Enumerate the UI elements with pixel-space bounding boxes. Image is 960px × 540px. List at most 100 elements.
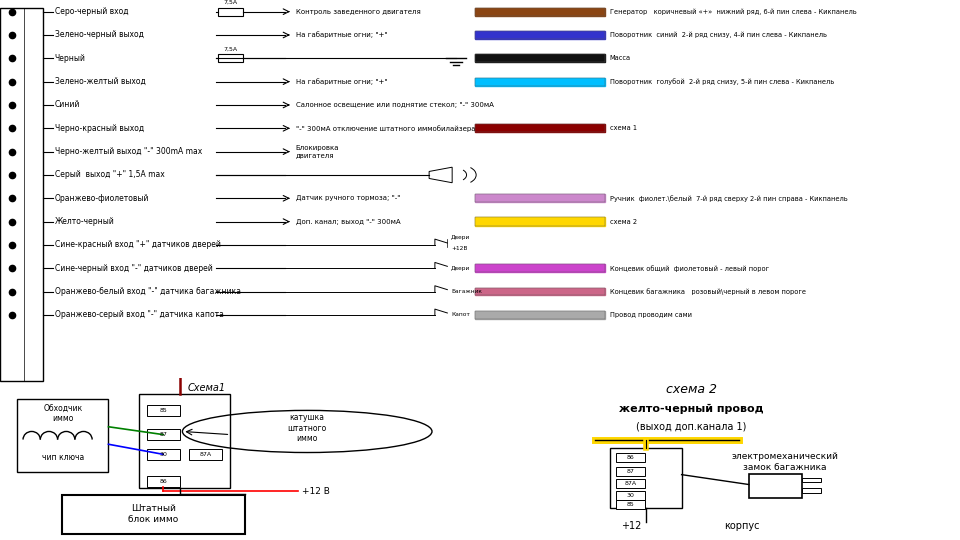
Text: схема 2: схема 2 bbox=[610, 219, 636, 225]
Bar bbox=[616, 479, 645, 488]
Bar bbox=[0, 8, 43, 381]
Bar bbox=[475, 55, 605, 62]
Text: Оранжево-белый вход "-" датчика багажника: Оранжево-белый вход "-" датчика багажник… bbox=[55, 287, 241, 296]
Text: Синий: Синий bbox=[55, 100, 80, 110]
Bar bbox=[17, 399, 108, 472]
Text: Черно-красный выход: Черно-красный выход bbox=[55, 124, 144, 133]
Text: Контроль заведенного двигателя: Контроль заведенного двигателя bbox=[296, 9, 420, 15]
Bar bbox=[475, 124, 605, 132]
Bar bbox=[802, 488, 821, 493]
Text: Датчик ручного тормоза; "-": Датчик ручного тормоза; "-" bbox=[296, 195, 400, 201]
Text: Двери: Двери bbox=[451, 266, 470, 271]
Bar bbox=[475, 124, 605, 132]
Bar bbox=[749, 474, 802, 498]
Text: Серый  выход "+" 1,5А max: Серый выход "+" 1,5А max bbox=[55, 171, 164, 179]
Text: 85: 85 bbox=[159, 408, 167, 413]
Text: схема 2: схема 2 bbox=[665, 383, 717, 396]
Text: Концевик общий  фиолетовый - левый порог: Концевик общий фиолетовый - левый порог bbox=[610, 265, 769, 272]
Bar bbox=[616, 500, 645, 509]
Text: 86: 86 bbox=[159, 479, 167, 484]
Bar bbox=[475, 78, 605, 85]
Text: электромеханический: электромеханический bbox=[732, 452, 838, 461]
Bar bbox=[475, 78, 605, 85]
Bar bbox=[218, 8, 243, 16]
Text: (выход доп.канала 1): (выход доп.канала 1) bbox=[636, 422, 746, 432]
Bar bbox=[475, 8, 605, 16]
Bar bbox=[147, 476, 180, 487]
Text: На габаритные огни; "+": На габаритные огни; "+" bbox=[296, 31, 387, 38]
Text: Генератор   коричневый «+»  нижний ряд, 6-й пин слева - Кикпанель: Генератор коричневый «+» нижний ряд, 6-й… bbox=[610, 9, 856, 15]
Text: +12В: +12В bbox=[451, 246, 468, 251]
Text: Доп. канал; выход "-" 300мА: Доп. канал; выход "-" 300мА bbox=[296, 219, 400, 225]
Text: корпус: корпус bbox=[724, 521, 759, 531]
Bar bbox=[475, 8, 605, 16]
Text: Сине-черный вход "-" датчиков дверей: Сине-черный вход "-" датчиков дверей bbox=[55, 264, 212, 273]
Text: Черный: Черный bbox=[55, 54, 85, 63]
Text: Схема1: Схема1 bbox=[187, 383, 226, 393]
Text: желто-черный провод: желто-черный провод bbox=[619, 404, 763, 414]
Bar bbox=[218, 55, 243, 62]
Text: Желто-черный: Желто-черный bbox=[55, 217, 114, 226]
Bar bbox=[139, 394, 230, 488]
Bar bbox=[475, 194, 605, 202]
Bar bbox=[475, 55, 605, 62]
Text: Концевик багажника   розовый\черный в левом пороге: Концевик багажника розовый\черный в лево… bbox=[610, 288, 805, 295]
Text: +12: +12 bbox=[621, 521, 641, 531]
Text: Поворотник  голубой  2-й ряд снизу, 5-й пин слева - Кикпанель: Поворотник голубой 2-й ряд снизу, 5-й пи… bbox=[610, 78, 834, 85]
Bar bbox=[475, 288, 605, 295]
Text: Багажник: Багажник bbox=[451, 289, 482, 294]
Text: +12 В: +12 В bbox=[302, 487, 330, 496]
Text: 86: 86 bbox=[627, 455, 635, 460]
Text: катушка
штатного
иммо: катушка штатного иммо bbox=[288, 413, 326, 443]
Text: 87: 87 bbox=[627, 469, 635, 474]
Text: Штатный
блок иммо: Штатный блок иммо bbox=[129, 504, 179, 524]
Bar bbox=[475, 217, 605, 226]
Bar bbox=[475, 265, 605, 272]
Text: Оранжево-серый вход "-" датчика капота: Оранжево-серый вход "-" датчика капота bbox=[55, 310, 224, 320]
Bar bbox=[616, 467, 645, 476]
Bar bbox=[802, 477, 821, 483]
Bar bbox=[475, 31, 605, 39]
Bar bbox=[189, 449, 222, 460]
Bar bbox=[475, 194, 605, 202]
Text: Оранжево-фиолетовый: Оранжево-фиолетовый bbox=[55, 194, 149, 203]
Text: схема 1: схема 1 bbox=[610, 125, 636, 131]
Text: Двери: Двери bbox=[451, 235, 470, 240]
Bar bbox=[475, 31, 605, 39]
Bar bbox=[147, 449, 180, 460]
Bar bbox=[616, 491, 645, 500]
Text: 87А: 87А bbox=[200, 452, 211, 457]
Text: Сине-красный вход "+" датчиков дверей: Сине-красный вход "+" датчиков дверей bbox=[55, 240, 221, 249]
Text: Зелено-желтый выход: Зелено-желтый выход bbox=[55, 77, 146, 86]
Bar bbox=[610, 448, 682, 508]
Text: Капот: Капот bbox=[451, 313, 470, 318]
Bar bbox=[475, 265, 605, 272]
Text: 85: 85 bbox=[627, 502, 635, 507]
Text: Черно-желтый выход "-" 300mA max: Черно-желтый выход "-" 300mA max bbox=[55, 147, 202, 156]
Text: Серо-черный вход: Серо-черный вход bbox=[55, 7, 129, 16]
Text: 30: 30 bbox=[159, 452, 167, 457]
Bar bbox=[62, 495, 245, 534]
Text: замок багажника: замок багажника bbox=[743, 463, 827, 471]
Bar bbox=[147, 429, 180, 440]
Text: Ручник  фиолет.\белый  7-й ряд сверху 2-й пин справа - Кикпанель: Ручник фиолет.\белый 7-й ряд сверху 2-й … bbox=[610, 195, 848, 202]
Text: 7,5А: 7,5А bbox=[224, 47, 237, 52]
Text: Зелено-черный выход: Зелено-черный выход bbox=[55, 30, 144, 39]
Text: 87: 87 bbox=[159, 432, 167, 437]
Text: Провод проводим сами: Провод проводим сами bbox=[610, 312, 691, 318]
Text: 87А: 87А bbox=[625, 481, 636, 486]
Text: чип ключа: чип ключа bbox=[41, 453, 84, 462]
Text: Поворотник  синий  2-й ряд снизу, 4-й пин слева - Кикпанель: Поворотник синий 2-й ряд снизу, 4-й пин … bbox=[610, 32, 827, 38]
Text: Салонное освещение или поднятие стекол; "-" 300мА: Салонное освещение или поднятие стекол; … bbox=[296, 102, 493, 108]
Bar bbox=[475, 311, 605, 319]
Bar bbox=[616, 453, 645, 462]
Text: Масса: Масса bbox=[610, 55, 631, 62]
Bar bbox=[475, 217, 605, 226]
Text: На габаритные огни; "+": На габаритные огни; "+" bbox=[296, 78, 387, 85]
Text: Блокировка
двигателя: Блокировка двигателя bbox=[296, 145, 339, 158]
Bar bbox=[147, 405, 180, 416]
Text: 7,5А: 7,5А bbox=[224, 0, 237, 5]
Text: 30: 30 bbox=[627, 493, 635, 498]
Text: Обходчик
иммо: Обходчик иммо bbox=[43, 404, 83, 423]
Bar bbox=[475, 288, 605, 295]
